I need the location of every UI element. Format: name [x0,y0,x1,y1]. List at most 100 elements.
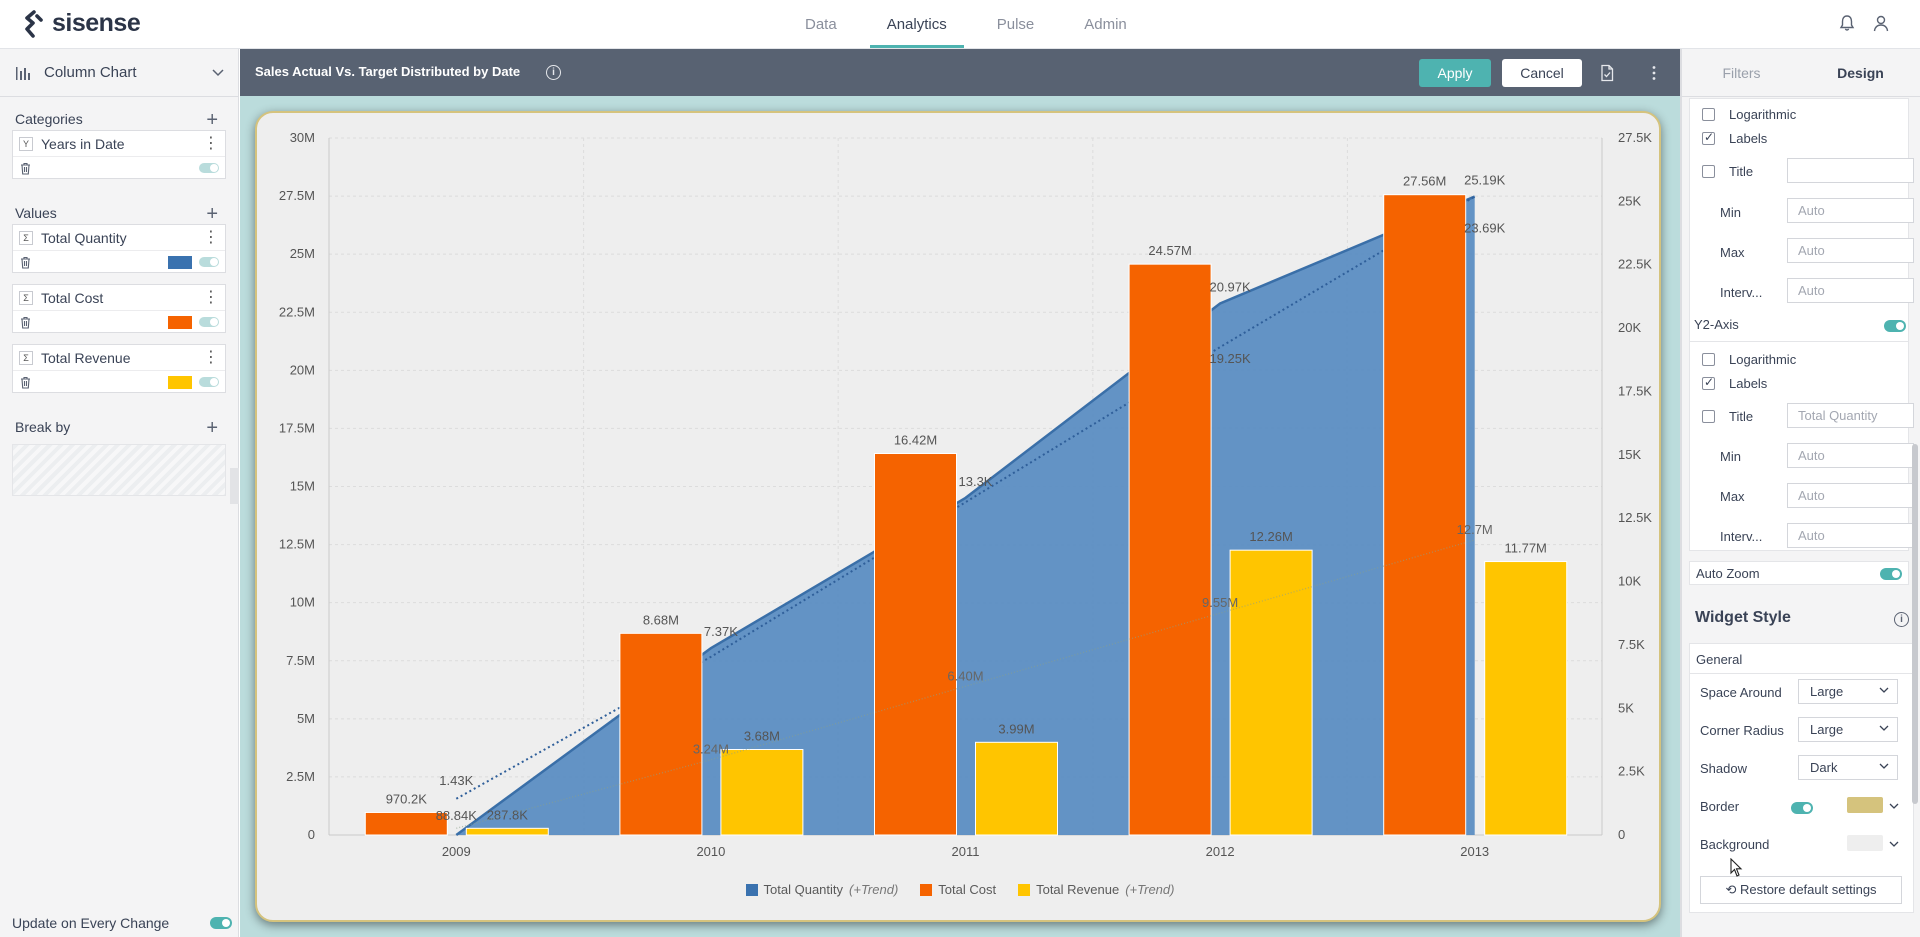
break-by-dropzone[interactable] [12,444,226,496]
y-title-checkbox[interactable] [1702,165,1715,178]
more-options-icon[interactable]: ⋮ [203,134,219,152]
series-color-swatch[interactable] [168,375,192,389]
nav-tab-admin[interactable]: Admin [1084,16,1127,33]
y2-axis-toggle[interactable] [1884,320,1906,332]
y-interval-input[interactable]: Auto [1787,278,1914,303]
border-toggle[interactable] [1791,802,1813,814]
add-category-button[interactable]: + [206,109,218,131]
field-toggle[interactable] [199,377,219,387]
trash-icon[interactable] [19,316,32,329]
auto-zoom-toggle[interactable] [1880,568,1902,580]
y2-title-row[interactable]: Title [1702,409,1753,424]
right-panel-tabs: Filters Design [1682,49,1920,97]
bell-icon[interactable] [1838,14,1856,32]
x-tick-label: 2011 [952,844,980,859]
y-labels-row[interactable]: Labels [1702,130,1767,146]
value-field-total-revenue[interactable]: Σ Total Revenue ⋮ [12,344,226,393]
right-panel-scrollbar[interactable] [1912,444,1918,804]
more-options-icon[interactable]: ⋮ [203,288,219,306]
field-toggle[interactable] [199,163,219,173]
legend-item-total-quantity[interactable]: Total Quantity (+Trend) [745,882,898,897]
data-label: 25.19K [1464,173,1506,188]
y2-interval-input[interactable]: Auto [1787,523,1914,548]
nav-tab-analytics[interactable]: Analytics [869,0,964,48]
more-options-icon[interactable] [1645,64,1663,82]
space-around-select[interactable]: Large [1798,679,1898,704]
y-min-input[interactable]: Auto [1787,198,1914,223]
category-field-years[interactable]: Y Years in Date ⋮ [12,130,226,179]
data-label: 3.68M [744,729,780,744]
series-color-swatch[interactable] [168,315,192,329]
field-name: Total Cost [41,289,104,306]
y-logarithmic-checkbox[interactable] [1702,108,1715,121]
y2-labels-row[interactable]: Labels [1702,375,1767,391]
widget-header: Sales Actual Vs. Target Distributed by D… [240,49,1680,96]
break-by-title: Break by [15,419,71,435]
nav-tab-pulse[interactable]: Pulse [996,16,1035,33]
apply-button[interactable]: Apply [1419,59,1491,87]
export-document-icon[interactable] [1598,64,1616,82]
y2-logarithmic-row[interactable]: Logarithmic [1702,352,1796,367]
widget-type-selector[interactable]: Column Chart [0,49,239,97]
field-toggle[interactable] [199,257,219,267]
value-field-total-cost[interactable]: Σ Total Cost ⋮ [12,284,226,333]
trash-icon[interactable] [19,256,32,269]
field-toggle[interactable] [199,317,219,327]
left-panel-collapse-handle[interactable] [230,468,239,504]
tab-design[interactable]: Design [1837,65,1884,81]
data-label: 3.99M [998,721,1034,736]
shadow-label: Shadow [1700,761,1747,776]
user-icon[interactable] [1872,14,1890,32]
bar-total-revenue [720,749,804,836]
chevron-down-icon[interactable] [1889,840,1899,848]
info-icon[interactable]: i [546,65,561,80]
y2-max-input[interactable]: Auto [1787,483,1914,508]
mouse-cursor-icon [1730,858,1743,877]
y2-interval-label: Interv... [1720,529,1763,544]
y2-labels-checkbox[interactable] [1702,375,1715,390]
y-logarithmic-row[interactable]: Logarithmic [1702,107,1796,122]
corner-radius-select[interactable]: Large [1798,717,1898,742]
trend-label: 9.55M [1202,595,1238,610]
value-field-total-quantity[interactable]: Σ Total Quantity ⋮ [12,224,226,273]
tab-filters[interactable]: Filters [1722,65,1761,81]
y-title-row[interactable]: Title [1702,164,1753,179]
bar-total-revenue [1229,549,1313,836]
legend-item-total-cost[interactable]: Total Cost [920,882,996,897]
y2-title-checkbox[interactable] [1702,410,1715,423]
shadow-select[interactable]: Dark [1798,755,1898,780]
y2-title-input[interactable]: Total Quantity [1787,403,1914,428]
cancel-button[interactable]: Cancel [1502,59,1582,87]
series-color-swatch[interactable] [168,255,192,269]
nav-tab-data[interactable]: Data [805,16,837,33]
background-color-picker[interactable] [1847,835,1883,851]
update-on-change-toggle[interactable] [210,917,232,929]
more-options-icon[interactable]: ⋮ [203,348,219,366]
y-logarithmic-label: Logarithmic [1729,107,1797,122]
restore-defaults-button[interactable]: ⟲ Restore default settings [1700,876,1902,904]
y2-tick-label: 7.5K [1618,637,1645,652]
trash-icon[interactable] [19,376,32,389]
add-break-by-button[interactable]: + [206,417,218,439]
add-value-button[interactable]: + [206,203,218,225]
y2-min-input[interactable]: Auto [1787,443,1914,468]
chevron-down-icon[interactable] [1889,802,1899,810]
y2-tick-label: 5K [1618,700,1634,715]
left-data-panel: Column Chart Categories + Y Years in Dat… [0,49,239,937]
y2-tick-label: 12.5K [1618,510,1652,525]
y-labels-checkbox[interactable] [1702,130,1715,145]
sisense-logo[interactable]: sisense [20,9,141,38]
trash-icon[interactable] [19,162,32,175]
legend-item-total-revenue[interactable]: Total Revenue (+Trend) [1018,882,1174,897]
y-max-input[interactable]: Auto [1787,238,1914,263]
y2-tick-label: 27.5K [1618,130,1652,145]
border-color-picker[interactable] [1847,797,1883,813]
more-options-icon[interactable]: ⋮ [203,228,219,246]
y-tick-label: 12.5M [279,537,315,552]
y2-logarithmic-checkbox[interactable] [1702,353,1715,366]
info-icon[interactable]: i [1894,612,1909,627]
y-tick-label: 25M [290,246,315,261]
widget-title[interactable]: Sales Actual Vs. Target Distributed by D… [255,64,521,79]
y-title-input[interactable] [1787,158,1914,183]
y2-tick-label: 0 [1618,827,1625,842]
